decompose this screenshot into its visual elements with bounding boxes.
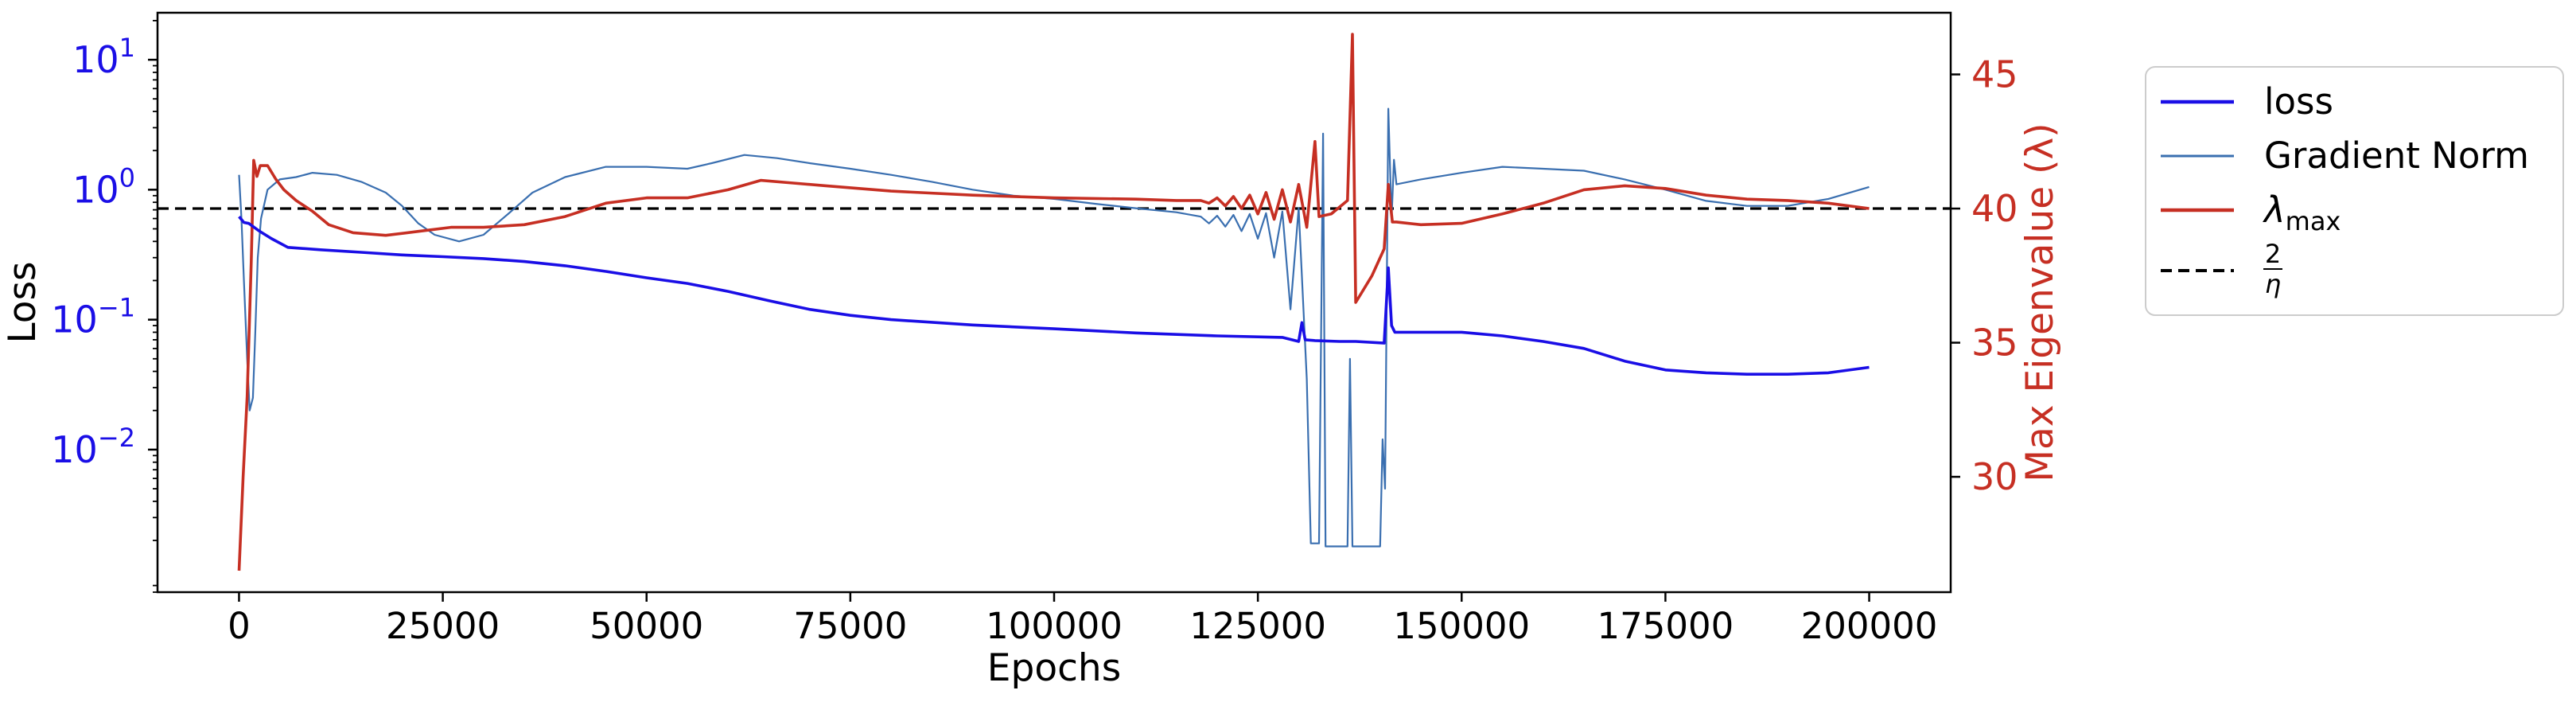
x-tick-label: 0	[228, 605, 251, 647]
legend-frame	[2145, 66, 2564, 316]
y-right-tick-label: 35	[1971, 322, 2018, 365]
x-tick-label: 75000	[793, 605, 907, 647]
y-axis-right-label: Max Eigenvalue (λ)	[2018, 123, 2062, 482]
x-tick-label: 150000	[1393, 605, 1530, 647]
y-axis-left-label: Loss	[1, 261, 45, 343]
y-right-tick-label: 45	[1971, 53, 2018, 96]
y-right-tick-label: 40	[1971, 187, 2018, 230]
x-tick-label: 200000	[1801, 605, 1938, 647]
x-axis-label: Epochs	[987, 646, 1121, 690]
series-loss-line	[238, 216, 1870, 376]
y-axis-right: 30 35 40 45	[1951, 53, 2018, 498]
legend-label-fraction-denominator: η	[2265, 269, 2281, 299]
legend-label-grad: Gradient Norm	[2264, 135, 2529, 177]
x-tick-label: 25000	[386, 605, 500, 647]
x-axis: 0 25000 50000 75000 100000 125000 150000 175000…	[228, 592, 1937, 647]
y-right-tick-label: 30	[1971, 455, 2018, 498]
series-grad-line	[238, 107, 1870, 548]
series-layer	[158, 33, 1951, 571]
y-left-tick-label: 100	[72, 162, 135, 211]
legend-label-fraction-numerator: 2	[2265, 239, 2281, 269]
x-tick-label: 125000	[1189, 605, 1326, 647]
legend-label-lambda: λmax	[2263, 189, 2341, 236]
legend-label-loss: loss	[2264, 80, 2333, 123]
series-lambda-line	[237, 33, 1870, 571]
x-tick-label: 100000	[986, 605, 1123, 647]
x-tick-label: 50000	[590, 605, 703, 647]
y-left-tick-label: 10−1	[51, 293, 135, 341]
y-left-tick-label: 101	[72, 33, 135, 81]
y-axis-left: 101 100 10−1 10−2	[51, 20, 158, 593]
y-left-tick-label: 10−2	[51, 423, 135, 471]
x-tick-label: 175000	[1597, 605, 1734, 647]
